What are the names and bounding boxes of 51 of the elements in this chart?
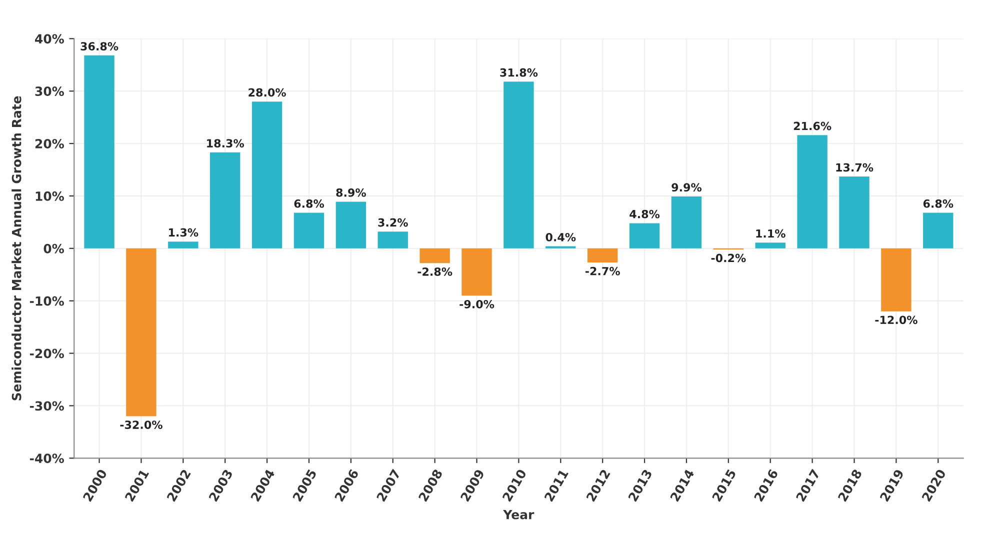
- bar: [587, 248, 618, 263]
- data-label: -2.8%: [418, 267, 452, 276]
- data-label: 13.7%: [836, 163, 874, 172]
- y-tick-label: -40%: [30, 454, 64, 464]
- data-label: 6.8%: [923, 199, 954, 208]
- data-label: -2.7%: [585, 266, 620, 276]
- data-label: 31.8%: [500, 68, 538, 77]
- bar: [378, 232, 408, 248]
- data-label: 28.0%: [248, 88, 286, 97]
- x-axis-title: Year: [503, 510, 534, 520]
- data-label: 18.3%: [207, 139, 244, 148]
- data-label: 3.2%: [378, 218, 408, 227]
- y-tick-label: 20%: [35, 138, 64, 148]
- bar: [629, 223, 660, 248]
- y-axis-title: Semiconductor Market Annual Growth Rate: [12, 96, 22, 400]
- bar: [797, 135, 828, 248]
- data-label: 0.4%: [546, 232, 576, 242]
- bar: [420, 248, 450, 264]
- data-label: -9.0%: [460, 300, 494, 308]
- bar: [252, 102, 282, 248]
- data-label: 36.8%: [80, 42, 118, 50]
- y-tick-label: -30%: [30, 401, 64, 411]
- bar: [210, 152, 240, 248]
- bar: [168, 242, 198, 248]
- bar: [504, 82, 534, 248]
- y-tick-label: 30%: [35, 86, 64, 96]
- data-label: -12.0%: [875, 316, 918, 324]
- data-label: 8.9%: [336, 188, 366, 197]
- bar: [671, 196, 702, 248]
- y-tick-label: 0%: [44, 244, 64, 254]
- data-label: 9.9%: [672, 183, 702, 192]
- data-label: -0.2%: [711, 254, 746, 262]
- y-tick-label: 10%: [36, 191, 64, 201]
- bar: [881, 248, 912, 312]
- y-tick-label: -20%: [30, 348, 64, 358]
- bar: [755, 242, 786, 248]
- bar: [84, 55, 114, 248]
- bar: [462, 248, 492, 296]
- data-label: 1.3%: [169, 228, 198, 237]
- data-label: -32.0%: [120, 420, 162, 429]
- data-label: 21.6%: [794, 122, 832, 130]
- data-label: 4.8%: [630, 210, 660, 218]
- bar: [839, 176, 870, 248]
- data-label: 6.8%: [294, 199, 324, 208]
- bar: [923, 212, 954, 248]
- bar: [336, 202, 366, 248]
- data-label: 1.1%: [756, 229, 786, 238]
- bar: [126, 248, 156, 416]
- bar: [294, 212, 324, 248]
- y-tick-label: -10%: [30, 296, 64, 306]
- y-tick-label: 40%: [35, 34, 64, 44]
